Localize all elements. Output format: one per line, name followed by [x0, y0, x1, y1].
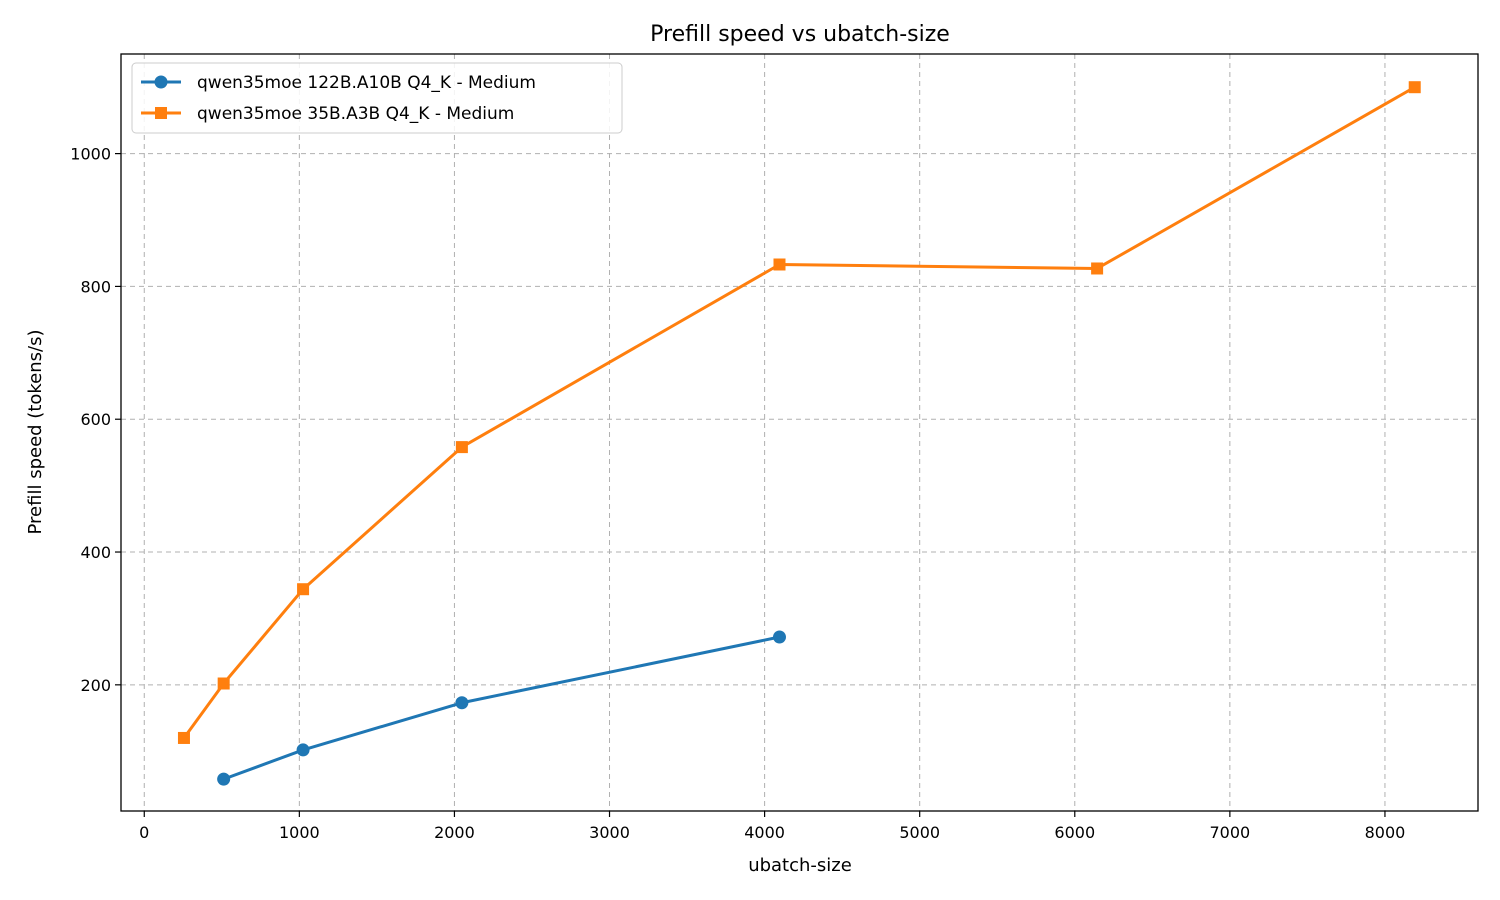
- series-2: [177, 81, 1421, 744]
- data-point-marker: [1408, 81, 1421, 94]
- legend-label: qwen35moe 122B.A10B Q4_K - Medium: [197, 73, 536, 93]
- x-tick-label: 1000: [279, 823, 320, 842]
- chart-title: Prefill speed vs ubatch-size: [650, 22, 950, 47]
- legend-box: [131, 62, 623, 134]
- data-point-marker: [773, 258, 786, 271]
- legend: qwen35moe 122B.A10B Q4_K - Medium qwen35m…: [131, 62, 623, 134]
- x-axis-ticks: 0 1000 2000 3000 4000 5000 6000 7000 8000: [139, 811, 1405, 842]
- x-axis-label: ubatch-size: [748, 855, 852, 876]
- y-tick-label: 200: [80, 676, 111, 695]
- series-1: [217, 630, 786, 786]
- data-point-marker: [296, 743, 310, 757]
- x-tick-label: 8000: [1365, 823, 1406, 842]
- y-axis-ticks: 200 400 600 800 1000: [70, 145, 121, 695]
- data-point-marker: [297, 583, 310, 596]
- y-tick-label: 800: [80, 277, 111, 296]
- x-tick-label: 4000: [744, 823, 785, 842]
- legend-marker: [155, 107, 167, 119]
- grid-lines: [121, 54, 1478, 811]
- x-tick-label: 7000: [1210, 823, 1251, 842]
- x-tick-label: 6000: [1054, 823, 1095, 842]
- legend-marker: [154, 75, 168, 89]
- x-tick-label: 3000: [589, 823, 630, 842]
- series-layer: [177, 81, 1421, 786]
- y-axis-label: Prefill speed (tokens/s): [25, 330, 46, 535]
- series-line: [223, 635, 780, 781]
- data-point-marker: [1091, 262, 1104, 275]
- x-tick-label: 5000: [899, 823, 940, 842]
- y-tick-label: 1000: [70, 145, 111, 164]
- data-point-marker: [177, 731, 190, 744]
- x-tick-label: 2000: [434, 823, 475, 842]
- data-point-marker: [217, 677, 230, 690]
- y-tick-label: 600: [80, 410, 111, 429]
- data-point-marker: [455, 696, 469, 710]
- x-tick-label: 0: [139, 823, 149, 842]
- data-point-marker: [455, 441, 468, 454]
- data-point-marker: [217, 772, 231, 786]
- legend-item-1: qwen35moe 122B.A10B Q4_K - Medium: [141, 73, 536, 93]
- legend-label: qwen35moe 35B.A3B Q4_K - Medium: [197, 104, 514, 124]
- y-tick-label: 400: [80, 543, 111, 562]
- legend-item-2: qwen35moe 35B.A3B Q4_K - Medium: [141, 104, 514, 124]
- data-point-marker: [772, 630, 786, 644]
- plot-frame: [120, 53, 1479, 812]
